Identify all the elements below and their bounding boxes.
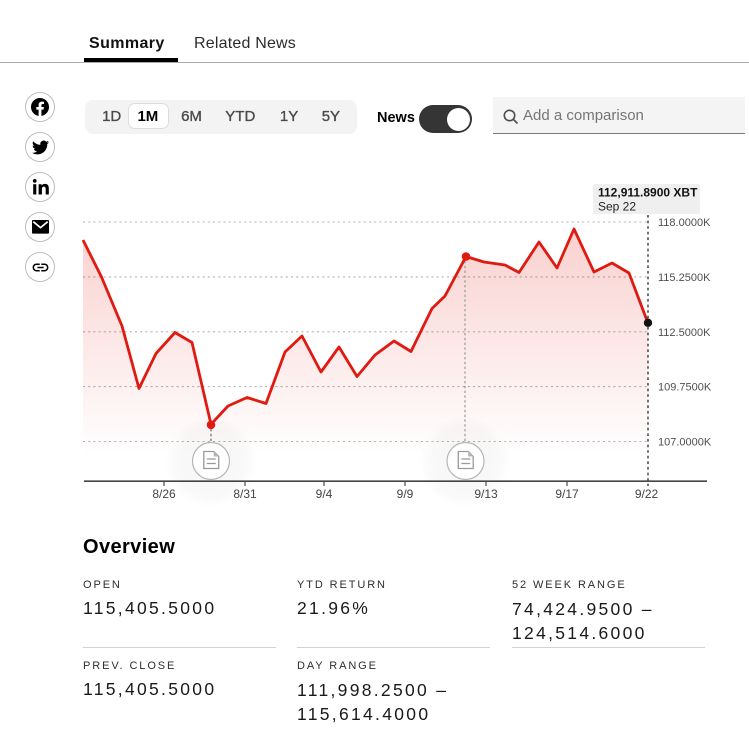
svg-text:107.0000K: 107.0000K [658,437,712,449]
svg-text:8/26: 8/26 [152,487,176,501]
svg-text:112,911.8900 XBT: 112,911.8900 XBT [598,186,698,200]
svg-text:8/31: 8/31 [233,487,257,501]
svg-text:9/9: 9/9 [397,487,414,501]
svg-text:118.0000K: 118.0000K [658,217,711,229]
svg-text:112.5000K: 112.5000K [658,327,711,339]
svg-text:115.2500K: 115.2500K [658,272,711,284]
svg-text:9/4: 9/4 [316,487,333,501]
svg-text:9/22: 9/22 [635,487,659,501]
svg-text:109.7500K: 109.7500K [658,382,712,394]
svg-text:9/13: 9/13 [474,487,498,501]
svg-text:Sep 22: Sep 22 [598,200,636,214]
svg-text:9/17: 9/17 [555,487,579,501]
